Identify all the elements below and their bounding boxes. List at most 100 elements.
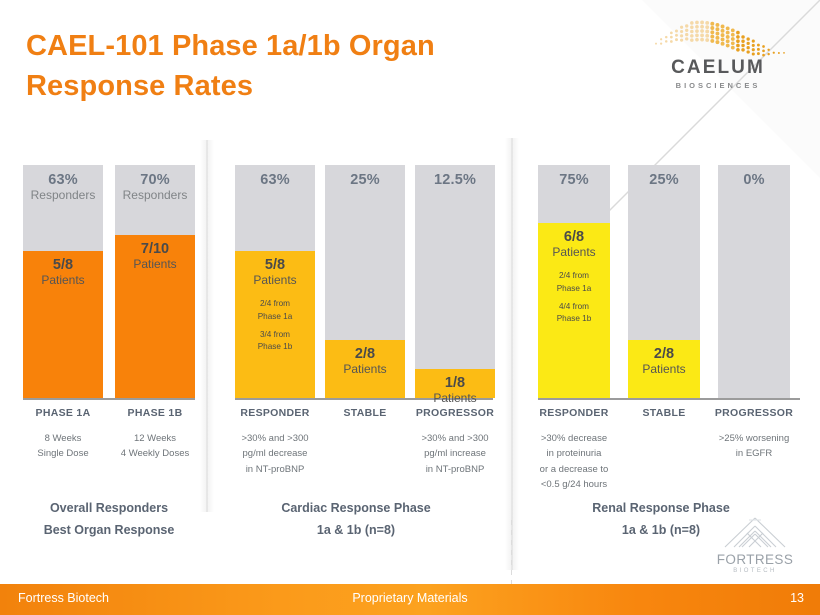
bar-percent-label: 25% (350, 172, 380, 188)
caption-cardiac-line2: 1a & 1b (n=8) (316, 522, 396, 537)
category-label-phase-1a: PHASE 1A 8 Weeks Single Dose (14, 407, 112, 462)
page-title-line1: CAEL-101 Phase 1a/1b Organ (26, 30, 435, 62)
bar-fraction-label: 1/8 (444, 374, 466, 391)
bar-fill: 1/8 Patients (415, 368, 495, 405)
caption-renal: Renal Response Phase 1a & 1b (n=8) (520, 498, 802, 542)
bar-percent-label: 63% (260, 172, 290, 188)
footer-page-number: 13 (790, 591, 804, 605)
axis-baseline-0 (23, 398, 195, 400)
category-name: PROGRESSOR (714, 407, 794, 419)
category-name: RESPONDER (240, 407, 310, 419)
bar-percent-label: 25% (649, 172, 679, 188)
category-description: >30% and >300 pg/ml decrease in NT-proBNP (241, 433, 309, 475)
chart-group-cardiac: 63% 5/8 Patients 2/4 from Phase 1a 3/4 from P… (235, 165, 495, 489)
bar-stable[interactable]: 25% 2/8 Patients (628, 165, 700, 398)
footer-bar: Fortress Biotech Proprietary Materials 1… (0, 584, 820, 615)
category-label-stable: STABLE (316, 407, 414, 419)
caption-overall: Overall Responders Best Organ Response (18, 498, 200, 542)
category-label-responder: RESPONDER >30% and >300 pg/ml decrease in N… (226, 407, 324, 477)
bar-track-area-2: 75% 6/8 Patients 2/4 from Phase 1a 4/4 from P… (538, 165, 800, 398)
bar-percent-label: 0% (743, 172, 765, 188)
bar-fraction-label: 6/8 (563, 229, 585, 246)
bar-percent-label: 63% (48, 172, 78, 188)
bar-fraction-label: 5/8 (264, 257, 286, 274)
bar-fraction-sublabel: Patients (552, 245, 596, 260)
bar-fraction-label: 5/8 (52, 257, 74, 274)
caption-overall-line2: Best Organ Response (43, 522, 175, 537)
bar-fraction-sublabel: Patients (41, 273, 85, 288)
category-label-stable: STABLE (619, 407, 709, 419)
caption-cardiac: Cardiac Response Phase 1a & 1b (n=8) (216, 498, 496, 542)
bar-fill: 5/8 Patients 2/4 from Phase 1a 3/4 from Phas… (235, 251, 315, 398)
caption-cardiac-line1: Cardiac Response Phase (281, 501, 431, 515)
category-name: PROGRESSOR (415, 407, 495, 419)
category-description: >30% decrease in proteinuria or a decrease… (539, 433, 609, 491)
footer-company: Fortress Biotech (18, 591, 110, 605)
category-labels-2: RESPONDER >30% decrease in proteinuria or a… (538, 407, 800, 497)
category-description: >25% worsening in EGFR (718, 433, 790, 460)
panel-divider-1 (200, 140, 214, 512)
bar-breakdown-note: 2/4 from Phase 1a 4/4 from Phase 1b (556, 271, 592, 323)
bar-progressor[interactable]: 0% (718, 165, 790, 398)
category-name: PHASE 1A (35, 407, 91, 419)
bar-responder[interactable]: 75% 6/8 Patients 2/4 from Phase 1a 4/4 from P… (538, 165, 610, 398)
bar-percent-sublabel: Responders (30, 188, 96, 202)
bar-phase-1a[interactable]: 63% Responders 5/8 Patients (23, 165, 103, 398)
bar-progressor[interactable]: 12.5% 1/8 Patients (415, 165, 495, 405)
category-name: STABLE (343, 407, 387, 419)
bar-fill: 2/8 Patients (628, 339, 700, 398)
caelum-logo: CAELUM BIOSCIENCES (638, 16, 798, 90)
fortress-logo: FORTRESS BIOTECH (710, 515, 800, 574)
category-label-phase-1b: PHASE 1B 12 Weeks 4 Weekly Doses (106, 407, 204, 462)
footer-notice: Proprietary Materials (352, 591, 468, 605)
bar-percent-label: 12.5% (433, 172, 477, 188)
bar-fraction-sublabel: Patients (433, 390, 477, 405)
bar-stable[interactable]: 25% 2/8 Patients (325, 165, 405, 398)
chart-group-renal: 75% 6/8 Patients 2/4 from Phase 1a 4/4 from P… (538, 165, 800, 497)
bar-fraction-label: 2/8 (653, 345, 675, 362)
bar-fraction-label: 2/8 (354, 345, 376, 362)
axis-baseline-2 (538, 398, 800, 400)
bar-fraction-label: 7/10 (140, 240, 170, 257)
fortress-tagline: BIOTECH (733, 568, 777, 574)
caption-renal-line2: 1a & 1b (n=8) (621, 522, 701, 537)
bar-phase-1b[interactable]: 70% Responders 7/10 Patients (115, 165, 195, 398)
bar-track-area-1: 63% 5/8 Patients 2/4 from Phase 1a 3/4 from P… (235, 165, 495, 405)
chart-group-overall: 63% Responders 5/8 Patients 70% Responders 7/1… (23, 165, 195, 489)
bar-fraction-sublabel: Patients (642, 361, 686, 376)
category-label-progressor: PROGRESSOR >30% and >300 pg/ml increase in … (406, 407, 504, 477)
bar-percent-label: 70% (140, 172, 170, 188)
panel-divider-2 (505, 138, 519, 570)
bar-fill: 2/8 Patients (325, 339, 405, 398)
caelum-swoosh-icon (655, 20, 785, 57)
caelum-wordmark: CAELUM (671, 57, 765, 78)
category-name: RESPONDER (539, 407, 609, 419)
category-label-responder: RESPONDER >30% decrease in proteinuria or a… (529, 407, 619, 493)
category-name: PHASE 1B (127, 407, 183, 419)
page-title: CAEL-101 Phase 1a/1b Organ Response Rate… (26, 26, 546, 106)
category-label-progressor: PROGRESSOR >25% worsening in EGFR (709, 407, 799, 462)
caption-renal-line1: Renal Response Phase (592, 501, 730, 515)
category-description: >30% and >300 pg/ml increase in NT-proBNP (421, 433, 489, 475)
category-labels-0: PHASE 1A 8 Weeks Single Dose PHASE 1B 12 Wee… (23, 407, 195, 489)
fortress-wordmark: FORTRESS (716, 552, 794, 567)
panel-divider-2-dashed-tail (511, 520, 512, 590)
bar-breakdown-note: 2/4 from Phase 1a 3/4 from Phase 1b (257, 299, 293, 351)
bar-fill: 5/8 Patients (23, 251, 103, 398)
page-title-line2: Response Rates (26, 70, 254, 103)
bar-fill: 7/10 Patients (115, 234, 195, 398)
bar-fill: 6/8 Patients 2/4 from Phase 1a 4/4 from Phas… (538, 223, 610, 398)
category-name: STABLE (642, 407, 686, 419)
bar-fraction-sublabel: Patients (133, 256, 177, 271)
bar-percent-sublabel: Responders (122, 188, 188, 202)
bar-responder[interactable]: 63% 5/8 Patients 2/4 from Phase 1a 3/4 from P… (235, 165, 315, 398)
category-labels-1: RESPONDER >30% and >300 pg/ml decrease in N… (235, 407, 493, 489)
bar-percent-label: 75% (559, 172, 589, 188)
axis-baseline-1 (235, 398, 493, 400)
caelum-tagline: BIOSCIENCES (675, 81, 761, 90)
bar-track-area-0: 63% Responders 5/8 Patients 70% Responders 7/1… (23, 165, 195, 398)
bar-fraction-sublabel: Patients (343, 361, 387, 376)
bar-fraction-sublabel: Patients (253, 273, 297, 288)
category-description: 12 Weeks 4 Weekly Doses (120, 433, 190, 460)
